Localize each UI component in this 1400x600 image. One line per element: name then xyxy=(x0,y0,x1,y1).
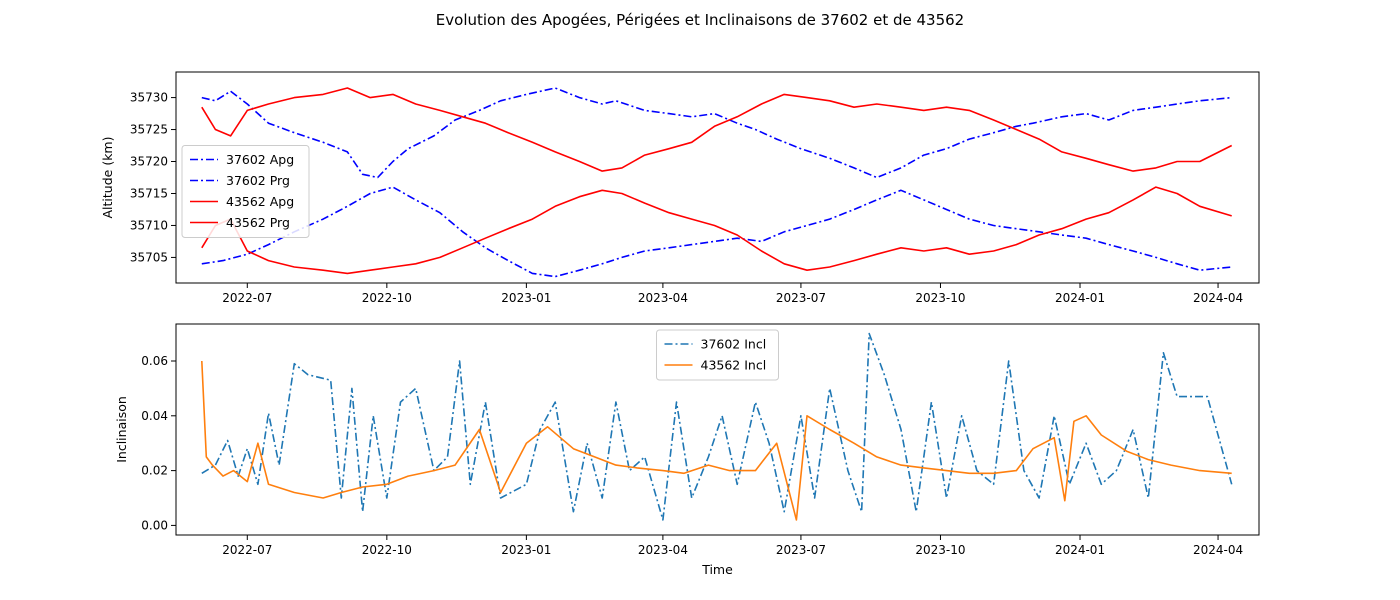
legend-label: 43562 Apg xyxy=(226,194,294,209)
series-group xyxy=(201,87,1233,278)
series-line-43562-incl xyxy=(201,360,1232,521)
y-tick-label: 0.00 xyxy=(141,518,168,532)
x-tick-label: 2024-01 xyxy=(1055,291,1105,305)
x-tick-label: 2022-10 xyxy=(362,291,412,305)
y-tick-label: 35710 xyxy=(130,218,168,232)
series-line-37602-apg xyxy=(201,87,1232,179)
x-tick-label: 2022-07 xyxy=(222,291,272,305)
y-tick-label: 35720 xyxy=(130,155,168,169)
legend-label: 43562 Prg xyxy=(226,215,290,230)
x-tick-label: 2023-07 xyxy=(776,291,826,305)
axes-frame xyxy=(175,71,1260,284)
legend: 37602 Apg 37602 Prg 43562 Apg 43562 Prg xyxy=(181,145,310,238)
x-tick-label: 2022-10 xyxy=(362,543,412,557)
x-tick-label: 2023-10 xyxy=(915,291,965,305)
y-tick-label: 35705 xyxy=(130,250,168,264)
legend-box xyxy=(656,329,779,381)
series-line-43562-apg xyxy=(201,87,1233,172)
series-line-37602-prg xyxy=(201,186,1232,278)
y-axis-label: Inclinaison xyxy=(114,396,129,463)
x-tick-label: 2023-07 xyxy=(776,543,826,557)
y-tick-label: 0.02 xyxy=(141,464,168,478)
legend-label: 37602 Incl xyxy=(701,337,767,352)
x-tick-label: 2024-04 xyxy=(1193,291,1243,305)
chart-title: Evolution des Apogées, Périgées et Incli… xyxy=(436,11,964,29)
x-tick-label: 2022-07 xyxy=(222,543,272,557)
y-axis-label: Altitude (km) xyxy=(100,137,115,219)
series-line-37602-incl xyxy=(201,332,1233,521)
altitude-panel: 2022-07 2022-10 2023-01 2023-04 2023-07 2023-… xyxy=(100,71,1260,305)
series-line-43562-prg xyxy=(201,186,1232,275)
x-axis-label: Time xyxy=(701,562,733,577)
legend-box xyxy=(181,145,310,238)
x-tick-label: 2023-04 xyxy=(638,543,688,557)
inclination-panel: 2022-07 2022-10 2023-01 2023-04 2023-07 2023-… xyxy=(114,323,1260,577)
y-tick-label: 0.06 xyxy=(141,354,168,368)
y-tick-label: 35715 xyxy=(130,186,168,200)
x-tick-label: 2023-10 xyxy=(915,543,965,557)
x-tick-label: 2024-04 xyxy=(1193,543,1243,557)
x-tick-label: 2023-04 xyxy=(638,291,688,305)
x-tick-label: 2023-01 xyxy=(501,543,551,557)
x-tick-label: 2023-01 xyxy=(501,291,551,305)
series-group xyxy=(201,332,1233,521)
x-tick-label: 2024-01 xyxy=(1055,543,1105,557)
legend: 37602 Incl 43562 Incl xyxy=(656,329,779,381)
legend-label: 37602 Apg xyxy=(226,152,294,167)
legend-label: 37602 Prg xyxy=(226,173,290,188)
y-tick-label: 35730 xyxy=(130,91,168,105)
y-tick-label: 35725 xyxy=(130,123,168,137)
legend-label: 43562 Incl xyxy=(701,358,767,373)
axes-frame xyxy=(175,323,1260,536)
y-tick-label: 0.04 xyxy=(141,409,168,423)
